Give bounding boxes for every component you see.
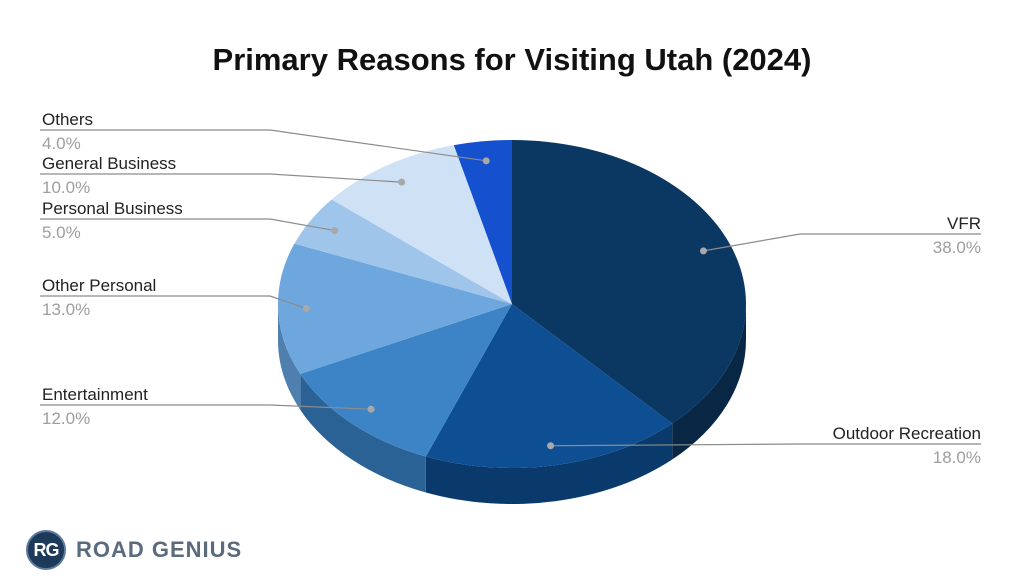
slice-value-general-business: 10.0% — [42, 178, 90, 197]
slice-labels: VFR 38.0% Outdoor Recreation 18.0% Entertain… — [42, 110, 981, 467]
chart-title: Primary Reasons for Visiting Utah (2024) — [212, 42, 812, 77]
leader-dot-others — [482, 157, 490, 165]
brand-badge: RG — [26, 530, 66, 570]
leader-dot-vfr — [699, 247, 707, 255]
slice-other-personal — [278, 243, 512, 374]
slice-side-other-personal — [278, 304, 301, 410]
leader-line-personal-business — [40, 218, 335, 232]
slice-value-entertainment: 12.0% — [42, 409, 90, 428]
slice-value-outdoor-recreation: 18.0% — [933, 448, 981, 467]
brand-name: ROAD GENIUS — [76, 537, 243, 562]
slice-entertainment — [300, 304, 512, 457]
leader-dot-other-personal — [302, 305, 310, 313]
leader-dot-entertainment — [367, 405, 375, 413]
slice-label-other-personal: Other Personal — [42, 276, 156, 295]
slice-side-vfr — [672, 304, 746, 460]
slice-label-personal-business: Personal Business — [42, 199, 183, 218]
leader-dot-outdoor-recreation — [547, 442, 555, 450]
slice-value-other-personal: 13.0% — [42, 300, 90, 319]
leader-line-vfr — [703, 233, 981, 252]
slice-vfr — [512, 140, 746, 424]
leader-line-general-business — [40, 173, 402, 183]
pie-3d-sides — [278, 304, 746, 504]
slice-personal-business — [294, 199, 512, 304]
leader-line-other-personal — [40, 295, 307, 310]
brand-logo: RG ROAD GENIUS — [26, 528, 242, 572]
slice-label-entertainment: Entertainment — [42, 385, 148, 404]
leader-dot-general-business — [398, 178, 406, 186]
leader-line-outdoor-recreation — [550, 443, 981, 447]
leader-line-others — [40, 129, 487, 162]
leader-lines — [40, 129, 981, 450]
slice-value-others: 4.0% — [42, 134, 81, 153]
slice-side-entertainment — [300, 373, 426, 493]
slice-value-vfr: 38.0% — [933, 238, 981, 257]
leader-dot-personal-business — [331, 227, 339, 235]
slice-label-outdoor-recreation: Outdoor Recreation — [833, 424, 981, 443]
slice-label-vfr: VFR — [947, 214, 981, 233]
pie-slices — [278, 140, 746, 468]
slice-label-others: Others — [42, 110, 93, 129]
slice-outdoor-recreation — [425, 304, 673, 468]
slice-label-general-business: General Business — [42, 154, 176, 173]
slice-others — [453, 140, 512, 304]
leader-line-entertainment — [40, 404, 372, 410]
slice-value-personal-business: 5.0% — [42, 223, 81, 242]
slice-side-outdoor-recreation — [425, 423, 673, 504]
slice-general-business — [331, 145, 512, 304]
